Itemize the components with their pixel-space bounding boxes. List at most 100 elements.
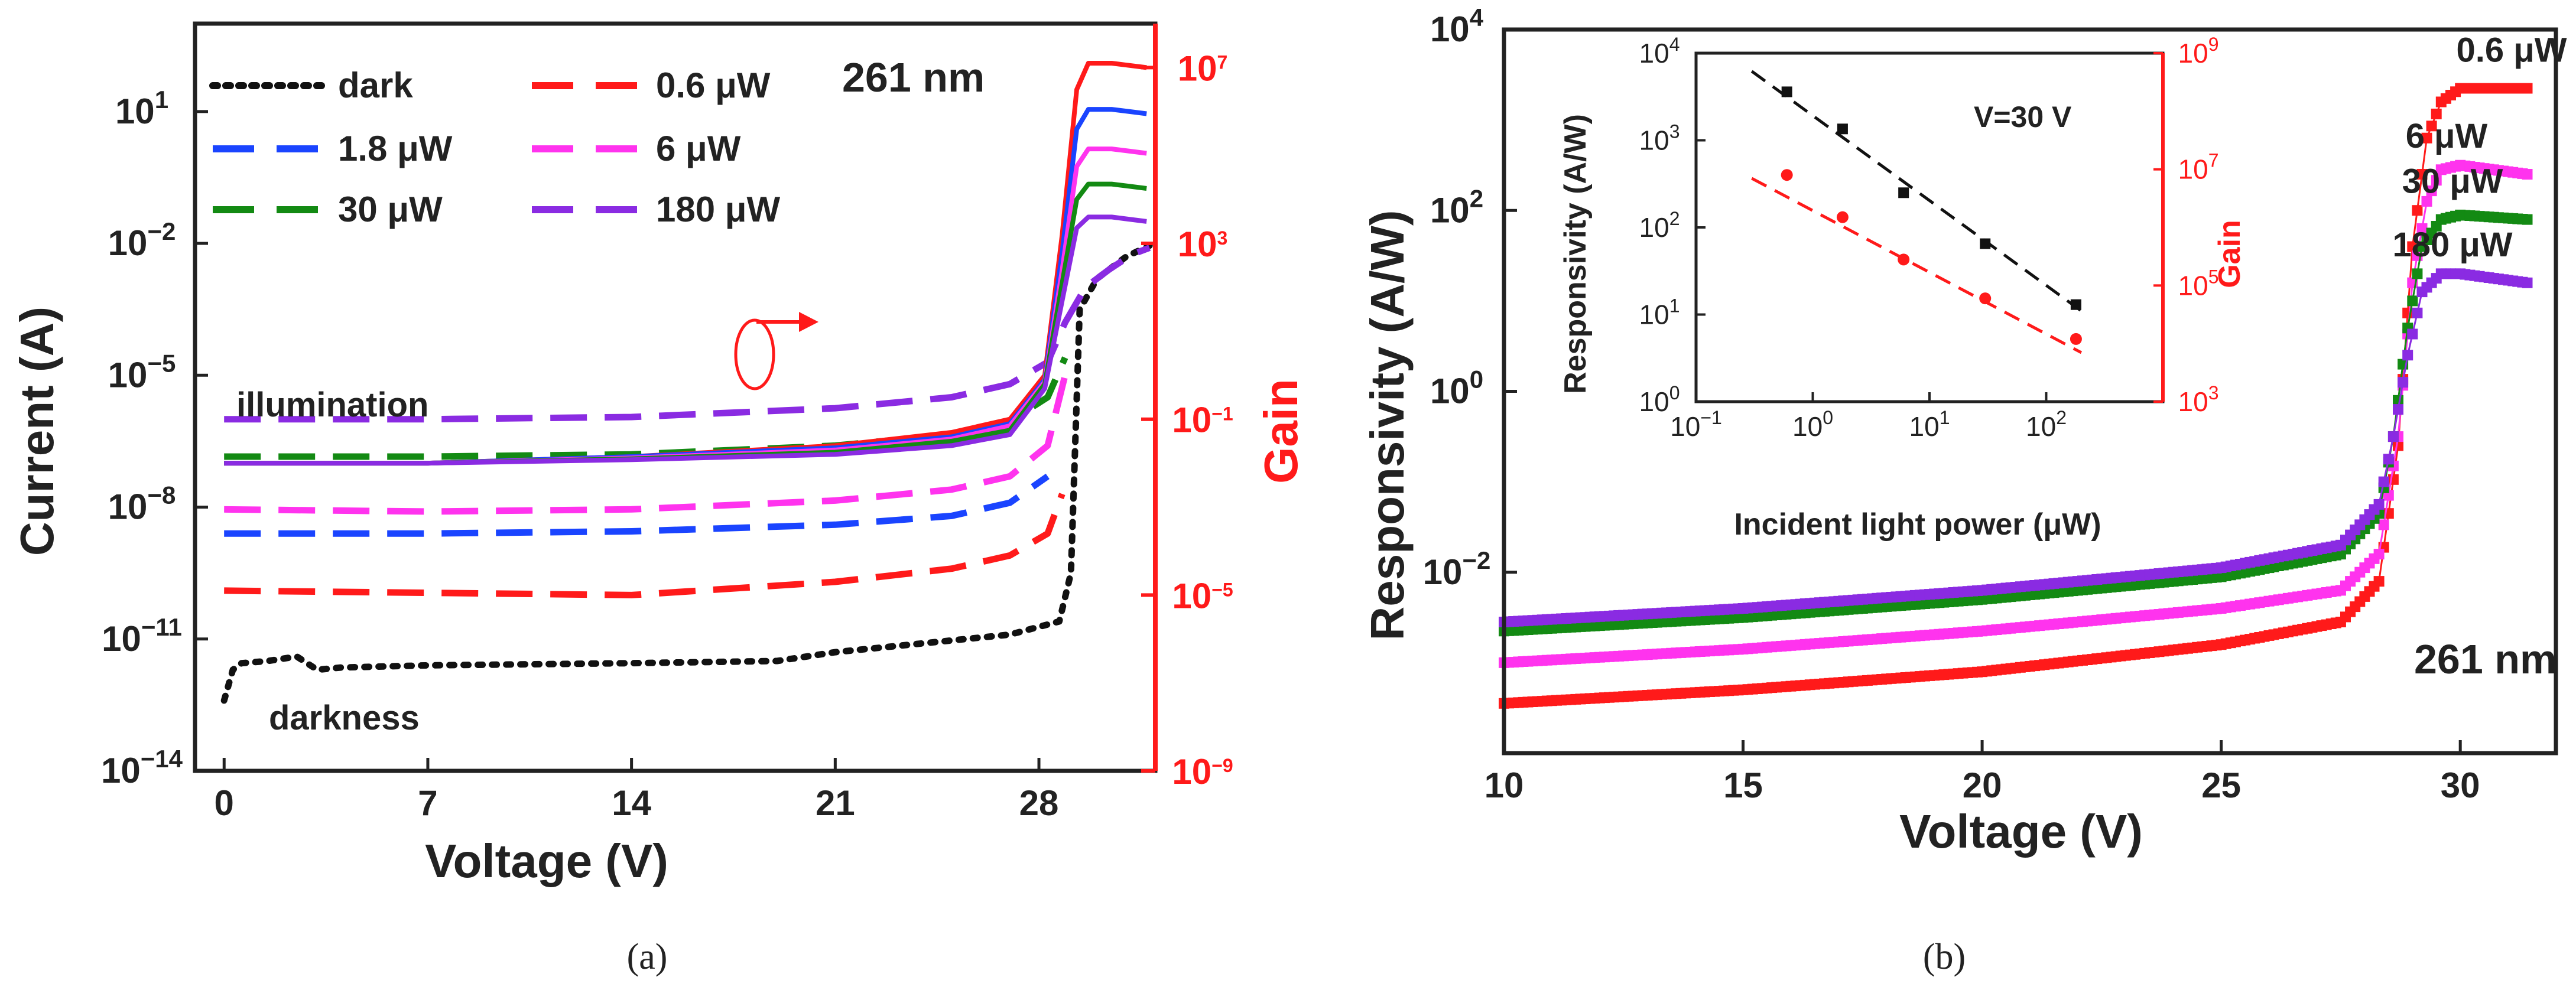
panel-a-x-tick-label: 28 [1019,783,1059,823]
panel-a-ticks: 0 7 14 21 28 10−14 10−11 10−8 10−5 10−2 101 10−9 10−… [101,24,1233,823]
panel-a-caption: (a) [627,937,668,977]
panel-b-series-label: 0.6 μW [2457,31,2567,70]
legend-item-180uw: 180 μW [532,190,780,229]
panel-b-x-tick-label: 15 [1723,766,1763,805]
inset-y2-axis-label: Gain [2213,220,2247,288]
responsivity-series-p180 [1499,268,2533,627]
inset-responsivity-point [1837,123,1848,135]
data-point [2416,169,2428,180]
inset-x-axis-label: Incident light power (μW) [1734,507,2101,542]
data-point [2387,474,2399,485]
panel-b-plot-area: 0.6 μW 6 μW 30 μW 180 μW [1499,31,2567,709]
panel-b-series-label: 6 μW [2406,117,2488,155]
panel-a-plot-area [220,61,1153,704]
panel-a-y-tick-label: 10−2 [108,217,176,263]
panel-a-y-tick-label: 10−11 [102,613,182,659]
panel-b-series-label: 30 μW [2402,162,2503,201]
inset-x-tick-label: 100 [1792,407,1833,442]
panel-a-y2-tick-label: 10−1 [1172,400,1233,440]
svg-text:180 μW: 180 μW [656,190,780,229]
data-point [2522,83,2533,94]
inset-responsivity-point [1980,238,1991,249]
panel-b-caption: (b) [1923,937,1966,977]
inset-voltage-annotation: V=30 V [1974,100,2072,133]
inset-background [1655,44,2169,446]
panel-a-y2-tick-label: 107 [1178,48,1228,88]
svg-text:30 μW: 30 μW [338,190,443,229]
inset-x-tick-label: 101 [1909,407,1950,442]
panel-a-current-gain-chart: 0 7 14 21 28 10−14 10−11 10−8 10−5 10−2 101 10−9 10−… [11,21,1307,977]
panel-a-y-tick-label: 10−8 [108,481,176,527]
data-point [2373,576,2385,587]
data-point [2383,454,2394,465]
data-point [2407,241,2418,252]
data-point [2522,277,2533,288]
panel-b-x-tick-label: 25 [2201,766,2241,805]
panel-a-y-axis-label: Current (A) [11,307,63,556]
inset-gain-point [1781,169,1793,181]
svg-text:0.6 μW: 0.6 μW [656,66,771,105]
legend-item-30uw: 30 μW [213,190,443,229]
panel-b-y-tick-label: 100 [1430,366,1483,411]
panel-b-x-tick-label: 10 [1484,766,1524,805]
svg-text:6 μW: 6 μW [656,129,741,168]
data-point [2402,350,2413,361]
data-point [2522,169,2533,180]
inset-y2-tick-label: 105 [2178,266,2219,301]
legend-item-dark: dark [209,66,413,105]
panel-a-x-tick-label: 0 [215,783,234,823]
panel-a-y2-tick-label: 103 [1178,224,1228,264]
data-point [2421,132,2432,144]
data-point [2412,307,2423,318]
inset-gain-point [1836,211,1849,223]
current-series-p0_6 [224,493,1066,598]
panel-b-x-tick-label: 20 [1963,766,2002,805]
data-point [2426,121,2437,132]
inset-plot-area [1750,70,2083,354]
panel-a-arrow-head-icon [799,312,818,332]
panel-a-y-tick-label: 10−5 [108,349,176,395]
panel-a-x-tick-label: 7 [418,783,437,823]
panel-a-y-tick-label: 101 [115,86,168,131]
inset-y-axis-label: Responsivity (A/W) [1558,114,1593,394]
panel-a-y2-tick-label: 10−5 [1172,576,1233,616]
data-point [2421,196,2432,207]
data-point [2412,205,2423,216]
data-point [2407,295,2418,307]
data-point [2373,499,2385,510]
panel-a-circle-annotation [734,318,775,390]
inset-gain-point [1898,253,1910,266]
inset-y-tick-label: 104 [1639,34,1680,69]
inset-x-tick-label: 102 [2026,407,2067,442]
inset-y-tick-label: 100 [1639,382,1680,417]
panel-b-y-tick-label: 102 [1430,184,1483,230]
panel-a-y2-tick-label: 10−9 [1172,752,1233,792]
inset-x-tick-label: 10−1 [1670,407,1722,442]
panel-a-darkness-label: darkness [269,699,420,737]
inset-responsivity-fit-line [1750,70,2083,312]
panel-a-y2-axis-label: Gain [1255,379,1307,484]
panel-a-x-tick-label: 14 [612,783,651,823]
panel-b-y-tick-label: 104 [1430,4,1484,49]
inset-gain-point [1979,292,1992,305]
panel-a-y-tick-label: 10−14 [101,745,183,790]
svg-text:1.8 μW: 1.8 μW [338,129,453,168]
current-series-p6 [224,374,1068,515]
panel-b-wavelength-label: 261 nm [2414,636,2556,682]
data-point [2387,431,2399,442]
inset-y-tick-label: 102 [1639,208,1680,243]
panel-b-series-label: 180 μW [2392,226,2512,264]
gain-series-p180 [224,214,1147,466]
responsivity-series-p0_6 [1499,83,2533,709]
legend-item-6uw: 6 μW [532,129,741,168]
current-series-p1_8 [224,473,1050,537]
inset-y2-tick-label: 103 [2178,382,2219,417]
panel-b-inset-chart: 10−1 100 101 102100101102103104103105107109… [1558,34,2247,542]
responsivity-series-p6 [1499,159,2533,668]
data-point [2522,214,2533,225]
current-series-p180 [224,245,1151,423]
legend-item-1-8uw: 1.8 μW [213,129,453,168]
legend-item-0-6uw: 0.6 μW [532,66,771,105]
